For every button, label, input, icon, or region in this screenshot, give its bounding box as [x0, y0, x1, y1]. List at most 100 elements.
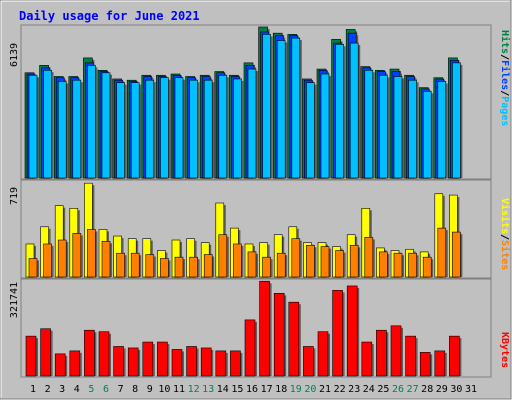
- pages-bar-28: [422, 91, 432, 179]
- pages-bar-12: [189, 79, 198, 179]
- kbytes-bar-10: [157, 341, 168, 377]
- pages-bar-25: [379, 74, 388, 179]
- kbytes-bar-14: [215, 350, 227, 377]
- pages-bar-19: [291, 37, 301, 179]
- day-label-25: 25: [377, 384, 389, 395]
- pages-bar-23: [349, 42, 359, 179]
- day-label-30: 30: [450, 384, 462, 395]
- pages-bar-4: [72, 79, 82, 179]
- sites-bar-7: [116, 252, 125, 278]
- day-label-28: 28: [421, 384, 433, 395]
- ymax-label-hits: 6139: [9, 43, 20, 67]
- sites-bar-8: [130, 252, 140, 278]
- day-label-7: 7: [118, 384, 124, 395]
- day-label-1: 1: [30, 384, 36, 395]
- kbytes-bar-22: [332, 290, 343, 377]
- sites-bar-29: [437, 227, 447, 278]
- chart-title: Daily usage for June 2021: [19, 9, 200, 23]
- legend-pages: Pages: [499, 96, 510, 126]
- day-label-26: 26: [392, 384, 404, 395]
- sites-bar-4: [72, 233, 82, 278]
- sites-bar-10: [160, 258, 169, 278]
- day-label-21: 21: [319, 384, 331, 395]
- sites-bar-2: [43, 243, 52, 278]
- bars-hits-panel: [24, 26, 463, 179]
- pages-bar-18: [276, 40, 286, 179]
- day-label-6: 6: [103, 384, 109, 395]
- day-label-10: 10: [158, 384, 170, 395]
- kbytes-bar-20: [303, 346, 314, 377]
- legend-kbytes: KBytes: [499, 332, 510, 368]
- legend-files: Files: [499, 60, 511, 90]
- pages-bar-15: [233, 78, 242, 179]
- day-label-16: 16: [246, 384, 258, 395]
- day-label-29: 29: [436, 384, 448, 395]
- kbytes-bar-27: [405, 335, 416, 377]
- pages-bar-24: [364, 69, 374, 179]
- pages-bar-1: [28, 74, 38, 179]
- sites-bar-3: [57, 239, 67, 278]
- sites-bar-21: [320, 246, 330, 278]
- day-label-20: 20: [304, 384, 316, 395]
- sites-bar-24: [364, 237, 374, 278]
- sites-bar-19: [291, 238, 301, 278]
- kbytes-bar-7: [113, 346, 124, 377]
- day-label-14: 14: [217, 384, 229, 395]
- sites-bar-14: [218, 234, 228, 278]
- pages-bar-14: [218, 74, 228, 179]
- day-label-13: 13: [202, 384, 214, 395]
- day-label-18: 18: [275, 384, 287, 395]
- day-label-4: 4: [74, 384, 80, 395]
- sites-bar-13: [203, 254, 213, 278]
- kbytes-bar-4: [69, 350, 81, 377]
- kbytes-bar-26: [390, 325, 402, 377]
- sites-bar-26: [393, 252, 403, 278]
- day-label-19: 19: [290, 384, 302, 395]
- day-label-3: 3: [59, 384, 65, 395]
- sites-bar-28: [422, 256, 432, 278]
- kbytes-bar-12: [186, 346, 197, 377]
- pages-bar-27: [408, 79, 417, 179]
- day-label-11: 11: [173, 384, 185, 395]
- ymax-label-visits: 719: [9, 187, 20, 205]
- day-label-22: 22: [334, 384, 346, 395]
- kbytes-bar-11: [171, 349, 183, 377]
- bars-visits-panel: [25, 182, 463, 278]
- pages-bar-5: [87, 65, 96, 179]
- legend-visits: Visits: [499, 198, 511, 234]
- sites-bar-5: [87, 229, 96, 278]
- legend-sites: Sites: [499, 240, 511, 270]
- pages-bar-10: [160, 77, 169, 179]
- kbytes-bar-15: [230, 350, 241, 377]
- day-label-17: 17: [261, 384, 273, 395]
- kbytes-bar-25: [376, 329, 387, 377]
- legend-hits: Hits: [499, 30, 511, 54]
- pages-bar-2: [43, 69, 52, 179]
- sites-bar-23: [349, 244, 359, 278]
- sites-bar-18: [276, 252, 286, 278]
- pages-bar-6: [101, 72, 111, 179]
- kbytes-bar-8: [127, 347, 139, 377]
- pages-bar-16: [247, 68, 257, 179]
- sites-bar-9: [145, 254, 155, 278]
- kbytes-bar-9: [142, 341, 154, 377]
- sites-bar-17: [262, 256, 271, 278]
- day-label-2: 2: [45, 384, 51, 395]
- sites-bar-11: [174, 256, 184, 278]
- pages-bar-8: [130, 82, 140, 179]
- kbytes-bar-2: [40, 328, 51, 377]
- sites-bar-25: [379, 251, 388, 278]
- pages-bar-21: [320, 73, 330, 179]
- sites-bar-15: [233, 243, 242, 278]
- kbytes-bar-24: [361, 341, 373, 377]
- pages-bar-9: [145, 79, 155, 179]
- pages-bar-20: [306, 82, 315, 179]
- kbytes-bar-1: [25, 335, 37, 377]
- ymax-label-kbytes: 321741: [9, 282, 20, 318]
- pages-bar-11: [174, 77, 184, 179]
- pages-bar-7: [116, 82, 125, 179]
- legend-visits-sites: Visits/Sites: [499, 198, 511, 270]
- pages-bar-13: [203, 79, 213, 179]
- legend-hits-files-pages: Hits/Files/Pages: [499, 30, 511, 126]
